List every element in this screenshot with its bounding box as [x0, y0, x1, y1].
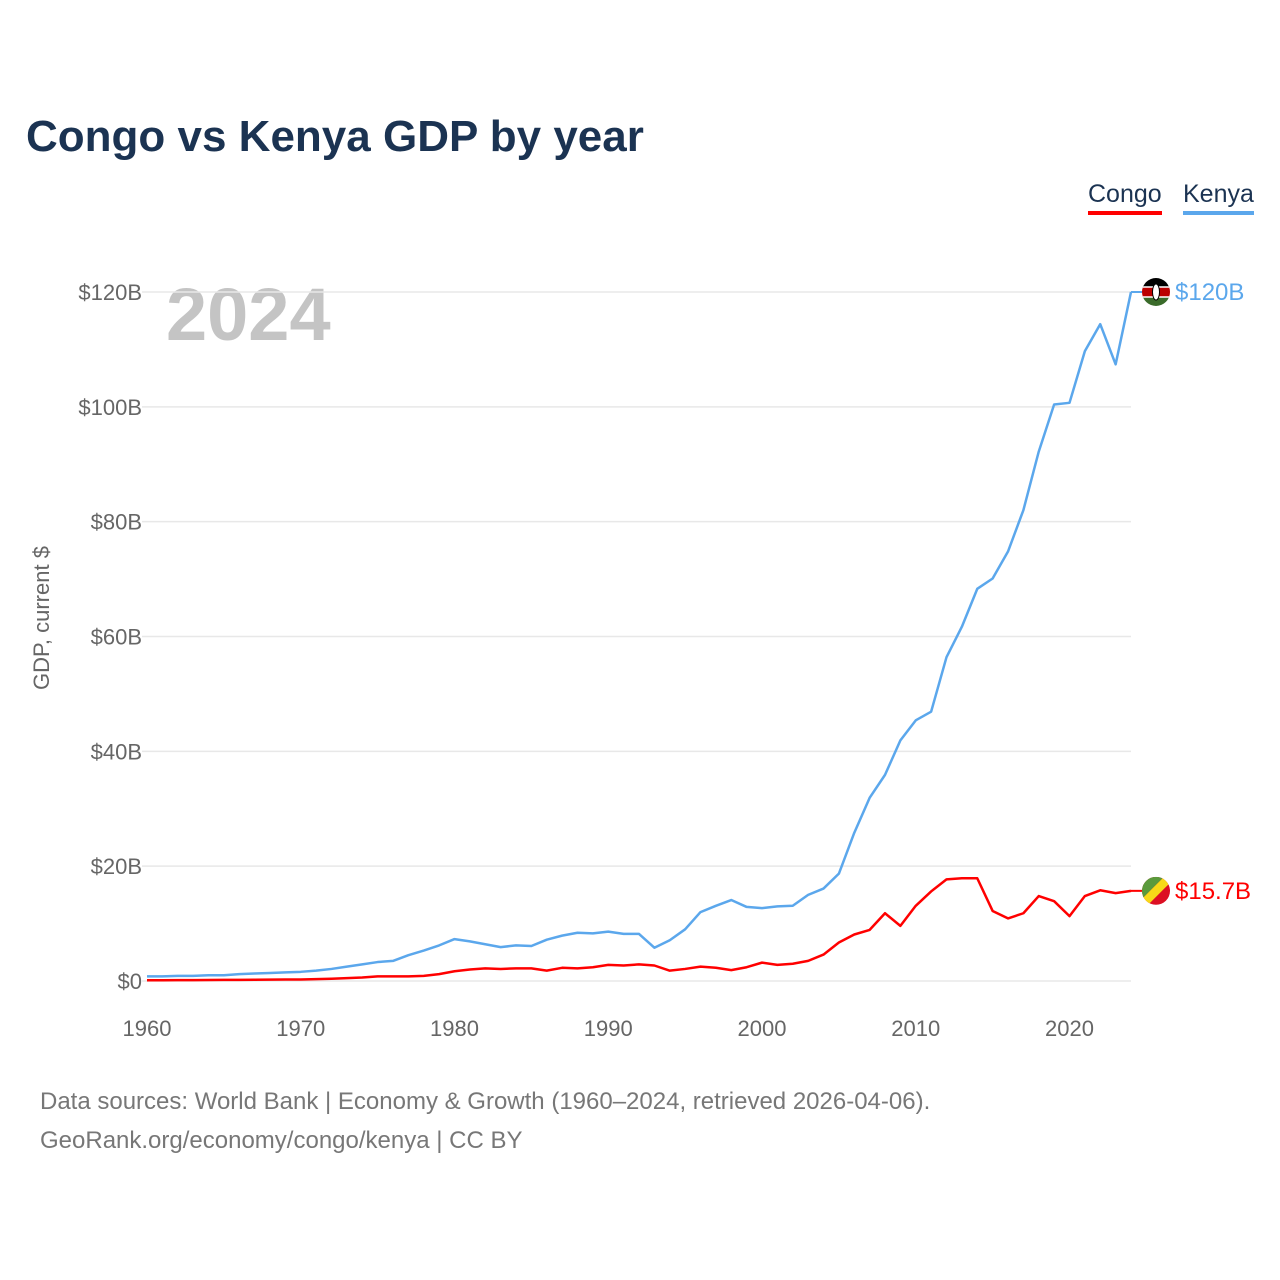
- y-tick-label: $60B: [91, 625, 142, 650]
- y-tick-label: $0: [118, 969, 142, 994]
- y-tick-label: $120B: [78, 280, 142, 305]
- y-tick-label: $40B: [91, 739, 142, 764]
- flag-stripe: [1142, 278, 1170, 287]
- y-tick-label: $100B: [78, 395, 142, 420]
- x-tick-label: 2010: [891, 1016, 940, 1041]
- flag-stripe: [1142, 297, 1170, 306]
- year-watermark: 2024: [166, 273, 331, 356]
- flag-graphic: [1142, 876, 1170, 905]
- legend-kenya[interactable]: Kenya: [1183, 180, 1254, 215]
- end-value-label-kenya: $120B: [1175, 279, 1244, 306]
- y-tick-label: $80B: [91, 510, 142, 535]
- flag-graphic: [1142, 278, 1170, 306]
- flag-yellow: [1142, 876, 1170, 905]
- end-value-label-congo: $15.7B: [1175, 878, 1251, 905]
- flag-shield: [1152, 283, 1160, 301]
- x-tick-label: 1960: [123, 1016, 172, 1041]
- series-line-kenya: [147, 291, 1133, 978]
- congo-flag-icon: [1142, 876, 1170, 905]
- series-line-congo: [146, 876, 1132, 982]
- footer-link[interactable]: GeoRank.org/economy/congo/kenya | CC BY: [40, 1127, 523, 1154]
- legend-congo[interactable]: Congo: [1088, 180, 1162, 215]
- x-tick-label: 1980: [430, 1016, 479, 1041]
- footer: Data sources: World Bank | Economy & Gro…: [40, 1082, 930, 1160]
- x-tick-label: 1990: [584, 1016, 633, 1041]
- footer-sources: Data sources: World Bank | Economy & Gro…: [40, 1088, 931, 1115]
- x-tick-label: 2000: [738, 1016, 787, 1041]
- x-tick-label: 2020: [1045, 1016, 1094, 1041]
- y-tick-label: $20B: [91, 854, 142, 879]
- x-tick-label: 1970: [276, 1016, 325, 1041]
- kenya-flag-icon: [1142, 278, 1170, 306]
- chart-title: Congo vs Kenya GDP by year: [26, 112, 644, 161]
